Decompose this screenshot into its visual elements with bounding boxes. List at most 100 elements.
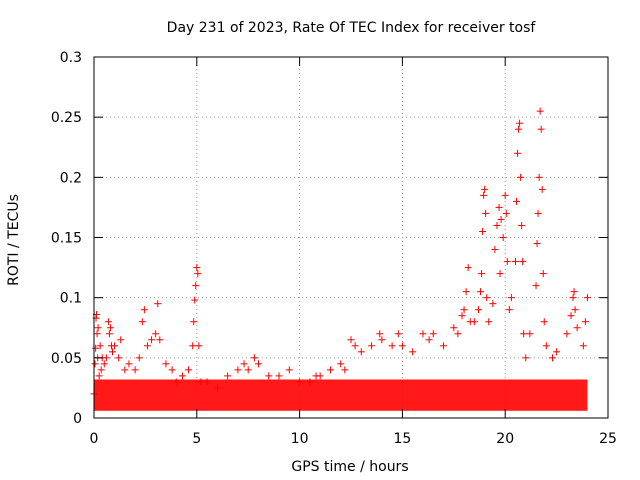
y-tick-label: 0.1 xyxy=(60,291,82,307)
data-point xyxy=(95,372,103,380)
data-point xyxy=(583,294,591,302)
data-point xyxy=(513,197,521,205)
data-point xyxy=(341,366,349,374)
data-point xyxy=(156,336,164,344)
data-point xyxy=(493,221,501,229)
data-point xyxy=(189,342,197,350)
y-tick-label: 0.25 xyxy=(51,110,82,126)
data-point xyxy=(581,318,589,326)
data-point xyxy=(501,191,509,199)
data-point xyxy=(111,342,119,350)
data-point xyxy=(121,366,129,374)
data-point xyxy=(135,354,143,362)
x-tick-label: 0 xyxy=(90,431,99,447)
data-point xyxy=(285,366,293,374)
data-point xyxy=(152,330,160,338)
data-point xyxy=(185,366,193,374)
data-point xyxy=(105,330,113,338)
data-point xyxy=(197,378,205,386)
data-point xyxy=(140,306,148,314)
data-point xyxy=(499,234,507,241)
data-point xyxy=(195,342,203,350)
y-tick-label: 0.15 xyxy=(51,231,82,247)
data-point xyxy=(517,173,525,181)
data-point xyxy=(347,336,355,344)
data-point xyxy=(505,306,513,314)
data-point xyxy=(244,366,252,374)
data-point xyxy=(224,372,232,380)
chart-title: Day 231 of 2023, Rate Of TEC Index for r… xyxy=(167,20,537,36)
data-point xyxy=(172,378,180,386)
data-point xyxy=(518,221,526,229)
data-point xyxy=(376,330,384,338)
data-point xyxy=(538,185,546,193)
data-point xyxy=(203,378,211,386)
data-point xyxy=(296,378,304,386)
data-point xyxy=(388,342,396,350)
data-point xyxy=(250,354,258,362)
data-point xyxy=(519,258,527,266)
data-point xyxy=(143,342,151,350)
data-point xyxy=(409,348,417,356)
data-point xyxy=(579,342,587,350)
data-point xyxy=(326,366,334,374)
data-point xyxy=(495,203,503,211)
data-point xyxy=(190,318,198,326)
data-point xyxy=(194,270,202,278)
data-point xyxy=(265,372,273,380)
data-point xyxy=(337,360,345,368)
data-point xyxy=(514,149,522,157)
data-point xyxy=(496,270,504,278)
data-point xyxy=(97,366,105,374)
y-tick-label: 0 xyxy=(73,411,82,427)
data-point xyxy=(425,336,433,344)
data-point xyxy=(240,360,248,368)
data-point xyxy=(213,384,221,392)
data-point xyxy=(306,378,314,386)
data-point xyxy=(117,336,125,344)
data-point xyxy=(522,354,530,362)
x-tick-label: 15 xyxy=(393,431,411,447)
data-point xyxy=(516,119,524,127)
data-point xyxy=(368,342,376,350)
data-point xyxy=(573,324,581,332)
data-point xyxy=(464,264,472,272)
x-axis-label: GPS time / hours xyxy=(291,459,408,475)
data-point xyxy=(96,342,104,350)
data-point xyxy=(532,282,540,290)
data-point xyxy=(536,107,544,115)
y-tick-label: 0.3 xyxy=(60,50,82,66)
data-point xyxy=(520,330,528,338)
data-point xyxy=(470,318,478,326)
data-point xyxy=(511,258,519,266)
data-point xyxy=(539,270,547,278)
data-point xyxy=(489,300,497,308)
data-point xyxy=(537,125,545,133)
data-point xyxy=(570,288,578,296)
data-point xyxy=(394,330,402,338)
data-point xyxy=(460,306,468,314)
axis-ticks: 0 5 10 15 20 25 0 0.05 0.1 0.15 0.2 0.25 0.3 xyxy=(51,50,617,447)
data-point xyxy=(398,342,406,350)
data-point xyxy=(507,294,515,302)
data-point xyxy=(440,342,448,350)
data-point xyxy=(192,282,200,290)
data-point xyxy=(357,348,365,356)
data-point xyxy=(454,330,462,338)
data-point xyxy=(502,209,510,217)
data-point xyxy=(106,324,114,332)
data-point xyxy=(567,312,575,320)
data-point xyxy=(131,366,139,374)
data-point xyxy=(515,125,523,133)
data-point xyxy=(535,173,543,181)
data-point xyxy=(138,318,146,326)
data-point xyxy=(540,318,548,326)
y-tick-label: 0.05 xyxy=(51,351,82,367)
y-axis-label: ROTI / TECUs xyxy=(6,194,22,286)
data-point xyxy=(483,294,491,302)
data-point xyxy=(503,258,511,266)
data-point xyxy=(378,336,386,344)
data-point xyxy=(474,306,482,314)
data-point xyxy=(94,324,102,332)
